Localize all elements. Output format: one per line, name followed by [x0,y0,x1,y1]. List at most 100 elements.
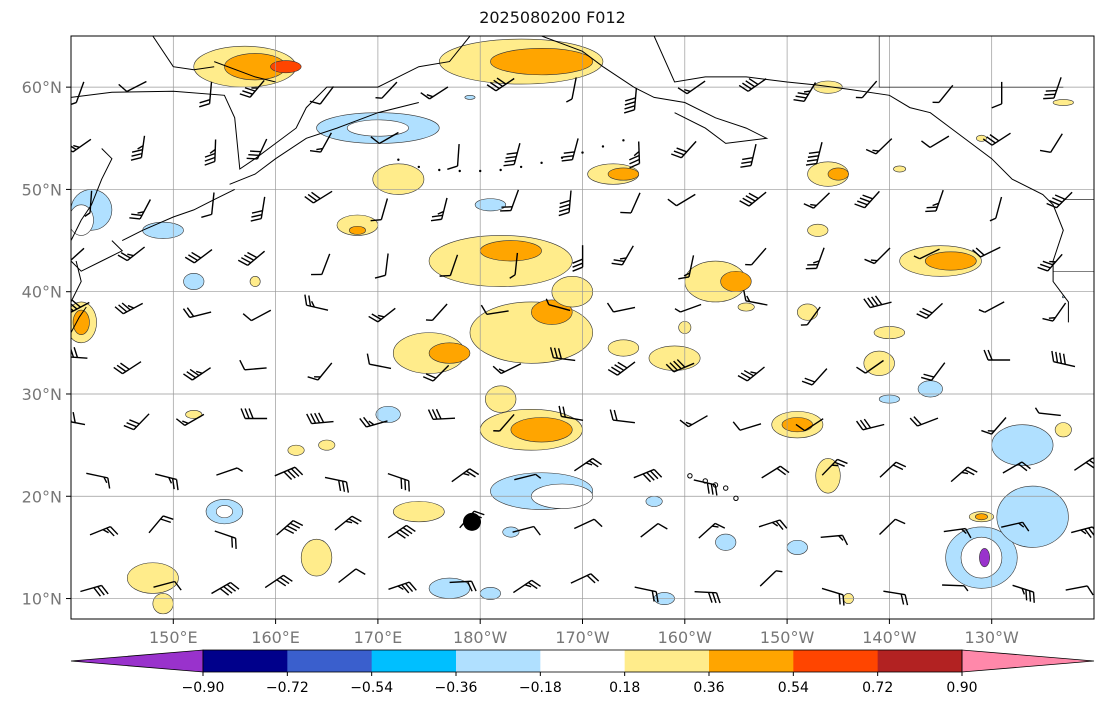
barb-flag [609,409,614,421]
anomaly-contour [479,586,501,600]
barb-flag [804,377,816,383]
colorbar-segment [287,650,373,672]
barb-flag [742,82,752,90]
barb-flag [813,260,820,264]
wind-barb [572,245,584,272]
barb-flag [1054,194,1066,200]
barb-flag [204,152,216,158]
barb-flag [667,198,677,207]
wind-barb [334,515,362,531]
barb-flag [351,515,362,523]
wind-barb [1046,191,1073,209]
barb-flag [129,419,140,425]
wind-barb [606,302,636,313]
marker-layer [463,512,482,531]
barb-flag [961,471,969,475]
barb-flag [307,376,319,381]
wind-barb [678,255,695,280]
barb-flag [504,159,516,163]
wind-barb [375,81,398,99]
wind-barb [633,468,663,483]
barb-flag [983,349,989,361]
wind-barb [311,253,331,276]
barb-flag [870,259,878,262]
barb-flag [97,586,105,596]
barb-flag [801,380,813,386]
wind-barb [879,461,907,478]
barb-flag [186,307,195,317]
barb-flag [740,164,752,168]
barb-flag [249,150,261,153]
barb-flag [854,203,865,209]
anomaly-contour [318,439,336,451]
barb-shaft [929,135,950,149]
barb-flag [71,145,74,153]
wind-barb [1039,133,1063,154]
barb-flag [989,134,1000,142]
barb-flag [209,148,216,154]
wind-barb [80,584,109,597]
colorbar-extend-high [961,649,1095,673]
barb-flag [204,156,216,162]
barb-flag [191,251,202,259]
barb-flag [872,149,879,152]
barb-flag [341,481,346,492]
barb-shaft [640,523,659,538]
barb-flag [808,151,820,155]
colorbar-segment [371,650,457,672]
barb-flag [223,585,233,594]
anomaly-contour [648,345,701,371]
barb-flag [606,302,615,313]
barb-flag [406,524,416,533]
barb-flag [345,520,353,524]
barb-flag [470,580,477,592]
wind-barb [449,580,477,592]
barb-flag [738,84,749,92]
barb-flag [130,156,142,161]
barb-flag [855,96,863,99]
wind-barb [739,191,767,207]
colorbar-segment [624,650,710,672]
wind-barb [864,247,891,265]
wind-barb [71,81,85,106]
barb-flag [377,314,385,318]
barb-shaft [431,303,448,321]
barb-flag [916,313,927,320]
barb-flag [408,480,410,492]
anomaly-contour [991,424,1054,466]
wind-barb [239,79,265,98]
wind-barb [153,580,182,591]
barb-flag [345,481,350,493]
barb-flag [991,103,1002,109]
barb-flag [874,295,883,306]
barb-flag [737,374,748,382]
colorbar-tick-label: 0.36 [693,680,724,696]
barb-flag [655,591,659,603]
barb-flag [925,210,937,213]
barb-flag [131,148,143,153]
barb-flag [283,471,293,481]
anomaly-contour [786,539,808,555]
wind-barb [1051,350,1076,368]
wind-barb [304,190,333,204]
barb-flag [871,296,879,306]
barb-flag [314,412,321,424]
barb-flag [244,408,250,419]
wind-barb [274,466,304,481]
barb-flag [318,412,325,423]
barb-flag [71,411,72,423]
anomaly-contour [815,458,841,494]
barb-flag [1084,528,1092,539]
wind-barb [439,254,459,277]
barb-flag [422,376,434,382]
barb-flag [120,362,130,370]
barb-flag [978,309,986,313]
barb-flag [338,480,342,492]
barb-flag [563,151,575,154]
barb-flag [987,349,993,361]
wind-barb [855,418,885,431]
barb-shaft [251,309,272,322]
barb-flag [493,430,500,432]
barb-shaft [126,80,147,93]
